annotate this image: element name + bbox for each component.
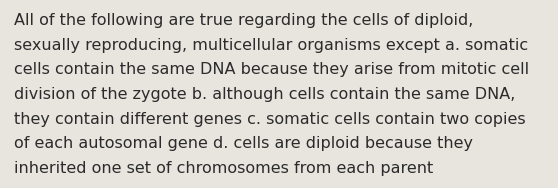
Text: sexually reproducing, multicellular organisms except a. somatic: sexually reproducing, multicellular orga… xyxy=(14,38,528,53)
Text: they contain different genes c. somatic cells contain two copies: they contain different genes c. somatic … xyxy=(14,112,526,127)
Text: cells contain the same DNA because they arise from mitotic cell: cells contain the same DNA because they … xyxy=(14,62,529,77)
Text: division of the zygote b. although cells contain the same DNA,: division of the zygote b. although cells… xyxy=(14,87,516,102)
Text: All of the following are true regarding the cells of diploid,: All of the following are true regarding … xyxy=(14,13,473,28)
Text: of each autosomal gene d. cells are diploid because they: of each autosomal gene d. cells are dipl… xyxy=(14,136,473,151)
Text: inherited one set of chromosomes from each parent: inherited one set of chromosomes from ea… xyxy=(14,161,433,176)
